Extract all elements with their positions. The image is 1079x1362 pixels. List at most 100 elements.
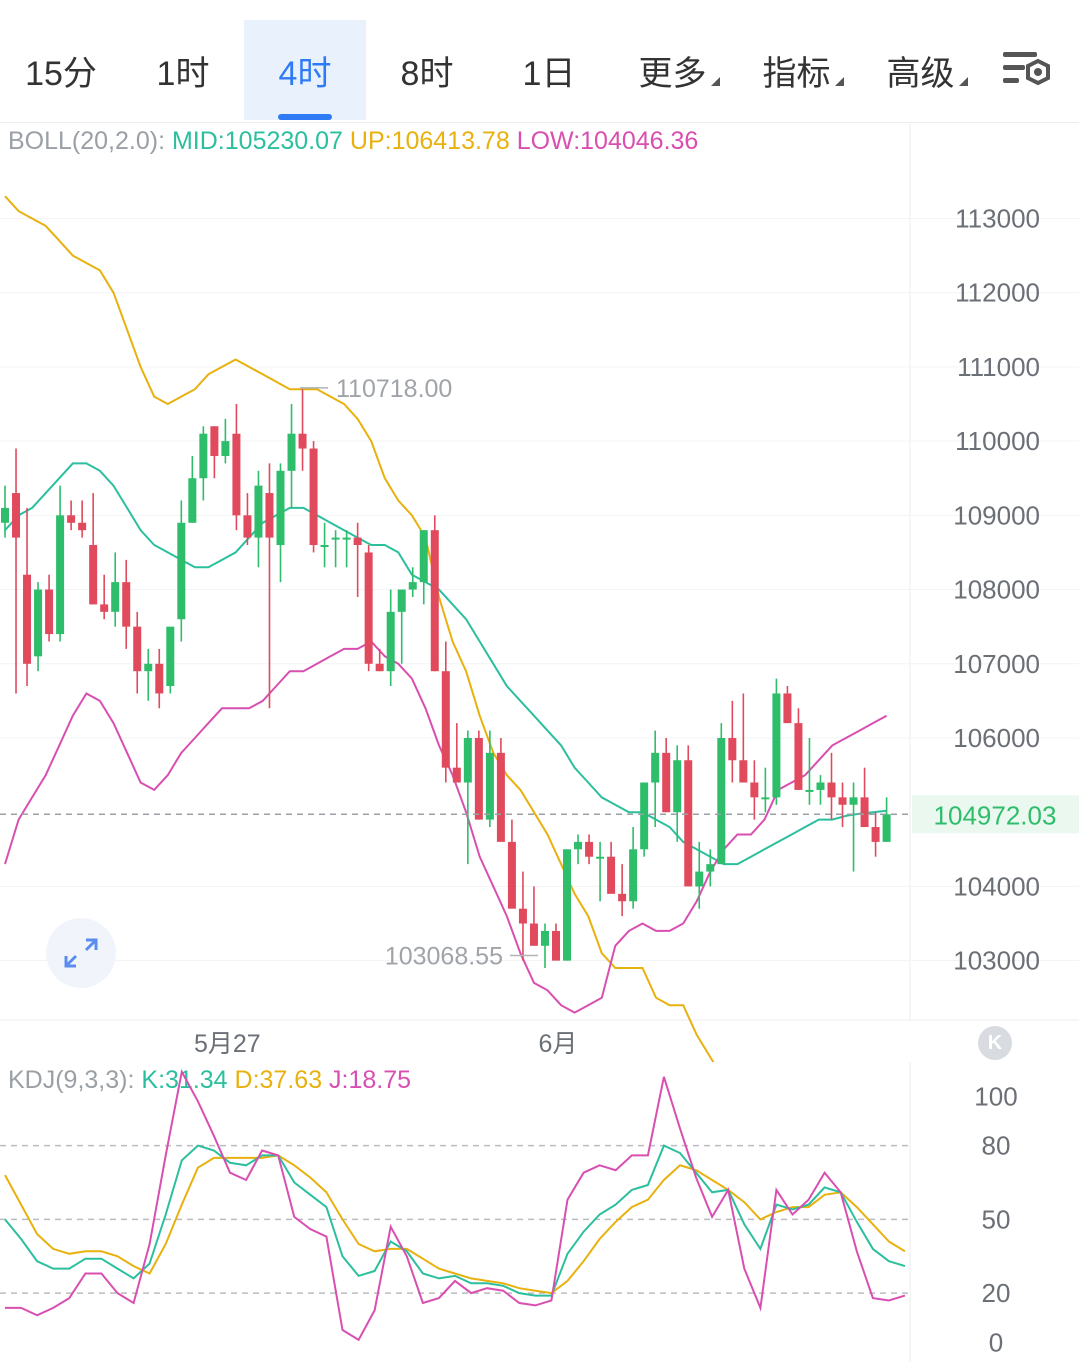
y-tick-label: 107000 (953, 649, 1040, 679)
kdj-chart[interactable]: 100 80 50 20 0 (0, 1062, 1079, 1362)
candle-body (496, 752, 505, 842)
tab-4h[interactable]: 4时 (244, 20, 366, 120)
x-tick-label: 6月 (539, 1030, 578, 1058)
candle-body (166, 626, 175, 687)
boll-mid-line (4, 462, 887, 866)
candle-body (254, 485, 263, 538)
candle-body (331, 537, 340, 540)
candle-body (364, 552, 373, 664)
candle-body (849, 797, 858, 805)
candle-body (320, 545, 329, 548)
candle-body (552, 930, 560, 961)
kdj-y-tick-label: 50 (982, 1204, 1011, 1234)
candle-body (441, 671, 450, 768)
candle-body (783, 693, 792, 724)
kdj-k: K:31.34 (141, 1066, 228, 1094)
candle-body (232, 433, 241, 516)
chart-settings-button[interactable] (1000, 48, 1056, 94)
current-price-tag (912, 795, 1079, 834)
candle-body (408, 582, 417, 590)
skip-back-icon: K (987, 1031, 1003, 1054)
dropdown-corner-icon (958, 76, 968, 86)
kdj-y-tick-label: 80 (982, 1131, 1011, 1161)
candle-body (540, 930, 549, 946)
candle-body (452, 767, 461, 783)
candle-body (717, 737, 726, 865)
candle-body (585, 841, 594, 857)
candle-body (684, 760, 693, 887)
current-price-label: 104972.03 (934, 800, 1057, 830)
candle-body (155, 663, 164, 694)
boll-up: UP:106413.78 (349, 127, 510, 155)
candle-body (188, 478, 197, 523)
candle-body (133, 626, 142, 672)
candle-body (56, 515, 65, 635)
candle-body (507, 841, 516, 909)
kdj-d-line (4, 1154, 906, 1295)
candle-body (739, 760, 748, 783)
candle-body (816, 782, 825, 790)
candle-body (695, 871, 704, 887)
y-tick-label: 112000 (955, 278, 1040, 308)
tab-8h[interactable]: 8时 (400, 54, 454, 93)
candle-body (706, 864, 715, 872)
y-tick-label: 104000 (953, 871, 1040, 901)
low-marker-label: 103068.55 (385, 943, 503, 971)
candle-body (618, 893, 627, 902)
candle-body (838, 797, 847, 805)
candle-body (298, 433, 307, 449)
candle-body (827, 782, 836, 798)
candle-body (761, 797, 770, 800)
tab-indicators[interactable]: 指标 (742, 20, 864, 120)
candle-body (78, 522, 87, 531)
expand-icon (64, 938, 98, 968)
candle-body (882, 814, 891, 842)
candle-body (673, 760, 682, 813)
tab-more[interactable]: 更多 (618, 20, 740, 120)
candle-body (397, 589, 406, 612)
candlestick-chart[interactable]: 113000 112000 111000 110000 109000 108000 1070… (0, 122, 1079, 1062)
candle-body (607, 856, 616, 894)
y-tick-label: 113000 (955, 203, 1040, 233)
candle-body (574, 841, 583, 850)
candle-body (772, 693, 781, 798)
kdj-y-tick-label: 100 (974, 1081, 1017, 1111)
scroll-to-latest-button[interactable]: K (978, 1026, 1012, 1060)
candle-body (199, 433, 208, 479)
candle-body (1, 507, 9, 523)
candle-body (463, 737, 472, 783)
y-tick-label: 103000 (953, 946, 1040, 976)
candle-body (375, 663, 384, 672)
candle-body (563, 849, 572, 961)
candle-body (529, 923, 538, 946)
candle-body (34, 589, 43, 657)
tab-1h[interactable]: 1时 (156, 54, 210, 93)
candle-body (596, 856, 605, 859)
tab-15m[interactable]: 15分 (25, 54, 97, 93)
y-tick-label: 106000 (953, 723, 1040, 753)
candle-body (177, 522, 186, 620)
candle-body (276, 470, 285, 546)
candle-body (485, 752, 494, 820)
tab-1d[interactable]: 1日 (522, 54, 576, 93)
kdj-legend: KDJ(9,3,3): K:31.34 D:37.63 J:18.75 (8, 1066, 411, 1095)
candle-body (651, 752, 660, 783)
candle-body (419, 530, 428, 583)
candle-body (386, 611, 395, 672)
kdj-j-line (5, 1068, 906, 1342)
dropdown-corner-icon (834, 76, 844, 86)
kdj-j: J:18.75 (329, 1066, 412, 1094)
boll-mid: MID:105230.07 (171, 127, 343, 155)
y-tick-label: 109000 (953, 500, 1040, 530)
kdj-name: KDJ(9,3,3): (8, 1066, 135, 1094)
kdj-k-line (4, 1144, 906, 1297)
tab-advanced[interactable]: 高级 (866, 20, 988, 120)
candle-body (67, 515, 76, 523)
candle-body (353, 537, 362, 546)
boll-name: BOLL(20,2.0): (8, 127, 166, 155)
candle-body (860, 797, 869, 828)
boll-low: LOW:104046.36 (516, 127, 699, 155)
candle-body (750, 782, 759, 798)
candle-body (12, 493, 21, 538)
fullscreen-button[interactable] (46, 918, 116, 988)
